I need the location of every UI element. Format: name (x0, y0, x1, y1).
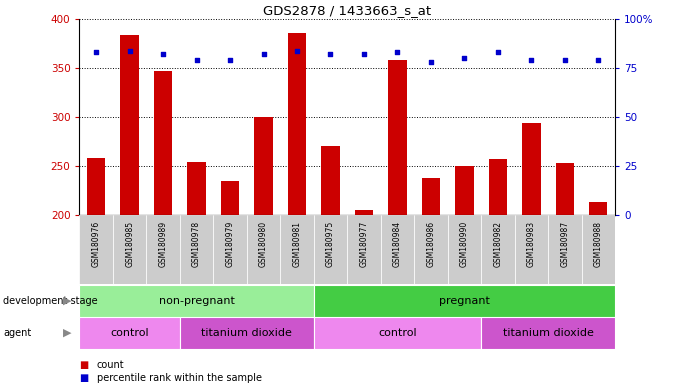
Bar (146, 215, 180, 284)
Text: agent: agent (3, 328, 32, 338)
Title: GDS2878 / 1433663_s_at: GDS2878 / 1433663_s_at (263, 3, 431, 17)
Text: ▶: ▶ (63, 328, 71, 338)
Text: GSM180990: GSM180990 (460, 220, 469, 267)
Bar (414, 215, 448, 284)
Point (426, 59, 437, 65)
Bar (79, 317, 180, 349)
Point (492, 50, 503, 56)
Text: GSM180982: GSM180982 (493, 220, 502, 266)
Point (359, 51, 370, 58)
Bar (221, 181, 239, 215)
Bar (388, 60, 406, 215)
Text: ■: ■ (79, 373, 88, 383)
Text: GSM180976: GSM180976 (92, 220, 101, 267)
Point (258, 51, 269, 58)
Text: GSM180979: GSM180979 (225, 220, 234, 267)
Text: percentile rank within the sample: percentile rank within the sample (97, 373, 262, 383)
Bar (582, 215, 615, 284)
Text: GSM180984: GSM180984 (393, 220, 402, 267)
Bar (281, 215, 314, 284)
Point (225, 57, 236, 63)
Bar (347, 215, 381, 284)
Bar (481, 215, 515, 284)
Text: GSM180978: GSM180978 (192, 220, 201, 267)
Text: control: control (378, 328, 417, 338)
Bar (120, 35, 139, 215)
Bar (180, 215, 214, 284)
Text: non-pregnant: non-pregnant (159, 296, 234, 306)
Bar (314, 215, 347, 284)
Point (392, 50, 403, 56)
Point (593, 57, 604, 63)
Bar (489, 159, 507, 215)
Text: pregnant: pregnant (439, 296, 490, 306)
Bar (113, 215, 146, 284)
Text: control: control (111, 328, 149, 338)
Bar (187, 162, 206, 215)
Bar (515, 215, 548, 284)
Bar (214, 215, 247, 284)
Text: GSM180983: GSM180983 (527, 220, 536, 267)
Text: GSM180981: GSM180981 (292, 220, 301, 266)
Text: development stage: development stage (3, 296, 98, 306)
Bar (381, 215, 414, 284)
Text: count: count (97, 360, 124, 370)
Point (191, 57, 202, 63)
Bar (314, 317, 481, 349)
Bar (522, 123, 540, 215)
Text: GSM180989: GSM180989 (159, 220, 168, 267)
Bar (548, 215, 582, 284)
Bar (422, 178, 440, 215)
Point (559, 57, 570, 63)
Point (325, 51, 336, 58)
Bar (354, 210, 373, 215)
Bar (321, 147, 340, 215)
Text: GSM180980: GSM180980 (259, 220, 268, 267)
Text: GSM180988: GSM180988 (594, 220, 603, 266)
Text: ▶: ▶ (63, 296, 71, 306)
Bar (288, 33, 306, 215)
Bar (180, 317, 314, 349)
Bar (314, 285, 615, 317)
Text: GSM180975: GSM180975 (326, 220, 335, 267)
Text: GSM180987: GSM180987 (560, 220, 569, 267)
Point (459, 55, 470, 61)
Bar (589, 202, 607, 215)
Bar (79, 285, 314, 317)
Point (91, 50, 102, 56)
Text: titanium dioxide: titanium dioxide (502, 328, 594, 338)
Point (124, 48, 135, 54)
Bar (556, 163, 574, 215)
Bar (87, 158, 106, 215)
Bar (247, 215, 281, 284)
Bar (481, 317, 615, 349)
Text: GSM180985: GSM180985 (125, 220, 134, 267)
Bar (448, 215, 481, 284)
Bar (79, 215, 113, 284)
Text: GSM180977: GSM180977 (359, 220, 368, 267)
Point (158, 51, 169, 58)
Bar (254, 117, 273, 215)
Bar (455, 166, 473, 215)
Text: ■: ■ (79, 360, 88, 370)
Bar (154, 71, 172, 215)
Point (526, 57, 537, 63)
Text: titanium dioxide: titanium dioxide (201, 328, 292, 338)
Point (292, 48, 303, 54)
Text: GSM180986: GSM180986 (426, 220, 435, 267)
